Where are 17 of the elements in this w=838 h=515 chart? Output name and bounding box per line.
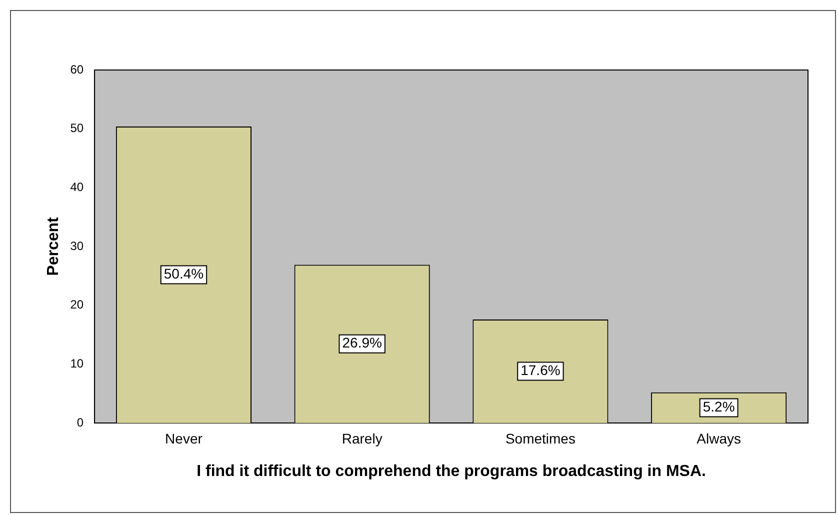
y-tick-label: 60 xyxy=(70,62,84,76)
x-tick-label: Rarely xyxy=(342,430,382,446)
data-label: 26.9% xyxy=(342,334,382,351)
y-tick-label: 10 xyxy=(70,356,84,370)
data-label: 50.4% xyxy=(164,266,204,282)
y-tick-label: 50 xyxy=(70,121,84,136)
x-tick-label: Never xyxy=(165,430,203,446)
data-label: 5.2% xyxy=(702,398,735,415)
x-tick-label: Sometimes xyxy=(505,430,576,446)
x-axis-title: I find it difficult to comprehend the programs broadcasting in MSA. xyxy=(196,462,706,480)
y-tick-label: 40 xyxy=(70,180,84,194)
x-tick-label: Always xyxy=(696,430,741,446)
y-tick-label: 30 xyxy=(70,238,84,253)
y-tick-label: 0 xyxy=(76,415,84,430)
y-axis-title: Percent xyxy=(45,216,62,276)
data-label: 17.6% xyxy=(520,362,560,378)
y-tick-label: 20 xyxy=(70,298,84,312)
